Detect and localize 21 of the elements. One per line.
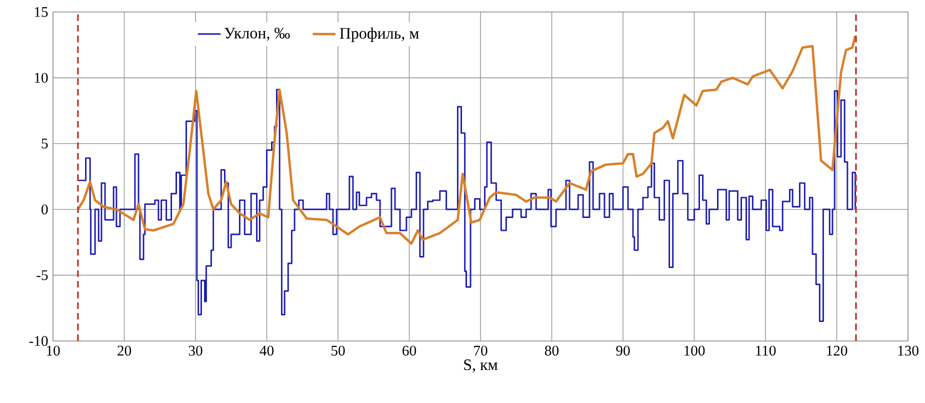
y-tick-label: 10: [34, 72, 48, 83]
x-tick-label: 70: [474, 346, 488, 356]
legend-label: Профиль, м: [340, 27, 419, 42]
x-tick-label: 110: [756, 346, 776, 356]
x-tick-label: 80: [544, 346, 559, 356]
y-tick-label: 5: [42, 138, 48, 148]
x-tick-label: 120: [827, 346, 848, 356]
y-tick-label: 15: [34, 7, 48, 17]
x-tick-label: 30: [188, 346, 202, 356]
x-tick-label: 40: [260, 346, 274, 356]
x-tick-label: 20: [118, 346, 132, 356]
x-tick-label: 60: [402, 346, 416, 356]
y-tick-label: 0: [42, 204, 48, 214]
x-tick-label: 50: [332, 346, 345, 356]
x-tick-label: 100: [684, 346, 705, 356]
legend-label: Уклон, ‰: [224, 28, 290, 41]
y-tick-label: -5: [36, 270, 48, 280]
x-tick-label: 90: [616, 346, 630, 356]
y-tick-label: -10: [29, 336, 48, 346]
x-axis-title: S, км: [464, 359, 498, 372]
x-tick-label: 130: [898, 346, 918, 356]
